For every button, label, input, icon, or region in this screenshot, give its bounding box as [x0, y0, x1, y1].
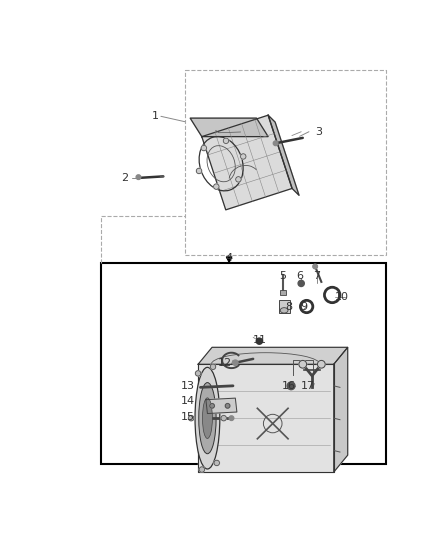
Ellipse shape: [195, 367, 220, 469]
Text: 13: 13: [181, 381, 195, 391]
Circle shape: [273, 141, 278, 146]
Circle shape: [223, 138, 229, 143]
Polygon shape: [334, 348, 348, 472]
Circle shape: [313, 264, 318, 269]
Circle shape: [221, 415, 226, 421]
Circle shape: [201, 146, 207, 151]
Ellipse shape: [199, 383, 216, 454]
Circle shape: [299, 360, 307, 368]
Text: 8: 8: [285, 302, 292, 311]
Circle shape: [287, 382, 295, 390]
Circle shape: [236, 176, 241, 182]
Text: 9: 9: [301, 302, 308, 311]
Polygon shape: [198, 348, 348, 364]
Ellipse shape: [280, 308, 288, 313]
Text: 14: 14: [181, 396, 195, 406]
Text: 10: 10: [335, 292, 349, 302]
Circle shape: [214, 184, 219, 189]
Circle shape: [225, 403, 230, 408]
Ellipse shape: [202, 398, 212, 439]
Bar: [279, 301, 290, 313]
Circle shape: [136, 175, 141, 180]
Text: 15: 15: [181, 411, 195, 422]
Text: 6: 6: [296, 271, 303, 281]
Circle shape: [298, 280, 304, 287]
Polygon shape: [202, 115, 292, 210]
Text: 12: 12: [218, 358, 232, 368]
Circle shape: [210, 364, 215, 369]
Circle shape: [229, 416, 234, 421]
Circle shape: [233, 360, 238, 366]
Text: 11: 11: [252, 335, 266, 345]
Bar: [185, 70, 386, 255]
Text: 3: 3: [315, 127, 322, 137]
Polygon shape: [206, 398, 237, 414]
Polygon shape: [268, 115, 299, 196]
Bar: [280, 290, 286, 295]
Circle shape: [318, 360, 325, 368]
Circle shape: [214, 461, 219, 466]
Circle shape: [210, 403, 214, 408]
Circle shape: [196, 168, 202, 174]
Text: 7: 7: [313, 271, 320, 281]
Text: 17: 17: [300, 381, 314, 391]
Text: 16: 16: [282, 381, 296, 391]
Text: 5: 5: [279, 271, 286, 281]
Text: 4: 4: [226, 253, 233, 263]
Circle shape: [240, 154, 246, 159]
Polygon shape: [198, 364, 334, 472]
Text: 1: 1: [152, 111, 159, 122]
Circle shape: [188, 415, 194, 421]
Polygon shape: [190, 118, 268, 136]
Bar: [101, 263, 386, 464]
Circle shape: [195, 370, 201, 376]
Circle shape: [256, 338, 262, 344]
Text: 2: 2: [121, 173, 128, 183]
Circle shape: [199, 467, 205, 472]
